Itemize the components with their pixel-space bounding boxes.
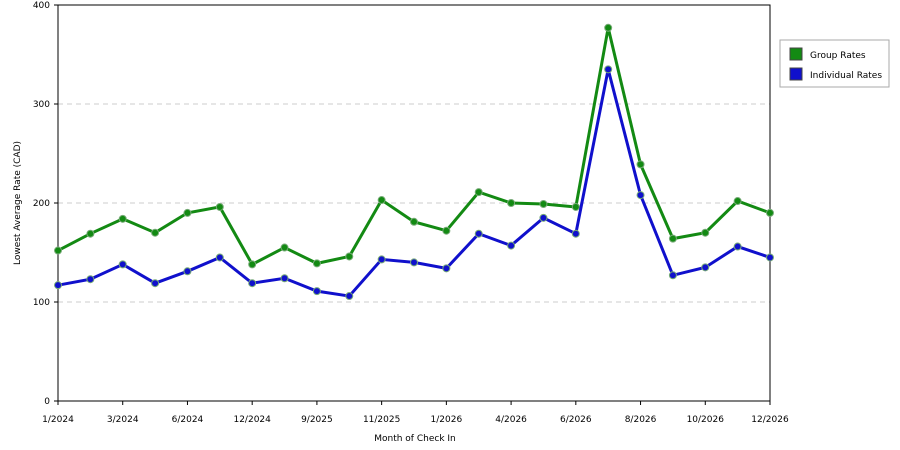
- point: [345, 252, 354, 261]
- point: [280, 274, 289, 283]
- point: [248, 279, 257, 288]
- y-tick-label: 400: [33, 1, 50, 11]
- point: [86, 275, 95, 284]
- x-tick-label: 12/2024: [233, 415, 271, 425]
- legend-label: Group Rates: [810, 51, 866, 61]
- point: [54, 281, 62, 290]
- point: [118, 260, 127, 269]
- point: [280, 243, 289, 252]
- point: [474, 188, 483, 197]
- x-tick-label: 3/2024: [107, 415, 139, 425]
- point: [636, 191, 645, 200]
- point: [86, 229, 95, 238]
- point: [507, 199, 516, 207]
- y-tick-label: 100: [33, 298, 50, 308]
- legend-label: Individual Rates: [810, 71, 882, 81]
- point: [248, 260, 257, 269]
- point: [118, 214, 127, 223]
- point: [668, 271, 677, 280]
- point: [215, 253, 224, 262]
- point: [410, 258, 418, 267]
- point: [410, 217, 418, 226]
- y-tick-label: 0: [44, 397, 50, 407]
- y-axis-label: Lowest Average Rate (CAD): [13, 141, 23, 265]
- point: [636, 160, 645, 169]
- x-axis-label: Month of Check In: [374, 434, 456, 444]
- point: [539, 199, 548, 208]
- point: [539, 213, 548, 222]
- point: [766, 208, 774, 217]
- point: [604, 23, 613, 32]
- point: [54, 246, 62, 255]
- point: [474, 229, 483, 238]
- legend-swatch: [789, 47, 803, 61]
- point: [571, 202, 580, 211]
- point: [345, 292, 354, 301]
- point: [571, 229, 580, 238]
- x-tick-label: 1/2026: [431, 415, 463, 425]
- point: [668, 234, 677, 243]
- x-tick-label: 12/2026: [751, 415, 789, 425]
- x-tick-label: 6/2026: [560, 415, 592, 425]
- y-tick-label: 300: [33, 100, 50, 110]
- x-tick-label: 6/2024: [172, 415, 204, 425]
- point: [183, 267, 192, 276]
- point: [442, 226, 451, 235]
- x-tick-label: 9/2025: [301, 415, 333, 425]
- point: [701, 228, 710, 237]
- x-tick-label: 4/2026: [495, 415, 527, 425]
- point: [733, 242, 742, 251]
- x-tick-label: 11/2025: [363, 415, 400, 425]
- point: [701, 263, 710, 272]
- point: [183, 208, 192, 217]
- plot-frame: [57, 4, 771, 402]
- series-line: [57, 27, 771, 267]
- x-tick-label: 10/2026: [687, 415, 725, 425]
- point: [215, 202, 224, 211]
- point: [733, 197, 742, 206]
- point: [151, 228, 160, 237]
- point: [604, 65, 613, 74]
- point: [377, 255, 386, 264]
- point: [766, 253, 774, 262]
- point: [377, 196, 386, 205]
- point: [312, 287, 321, 296]
- point: [507, 241, 516, 250]
- point: [442, 264, 451, 273]
- x-tick-label: 8/2026: [625, 415, 657, 425]
- point: [312, 259, 321, 268]
- legend-swatch: [789, 67, 803, 81]
- point: [151, 279, 160, 288]
- x-tick-label: 1/2024: [42, 415, 74, 425]
- y-tick-label: 200: [33, 199, 50, 209]
